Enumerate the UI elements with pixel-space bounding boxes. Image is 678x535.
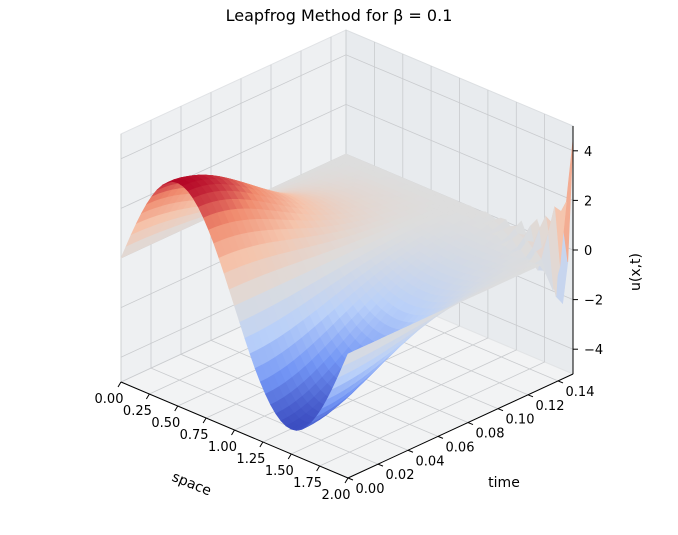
x-tick-label: 0.75 — [180, 428, 209, 443]
z-tick-label: −2 — [584, 294, 603, 309]
x-tick-label: 1.50 — [265, 464, 294, 479]
y-tick-label: 0.06 — [446, 440, 475, 455]
y-axis-line — [347, 373, 574, 479]
gridline-x — [319, 114, 545, 467]
y-tick — [347, 477, 354, 481]
y-tick-label: 0.04 — [416, 454, 445, 469]
y-tick-label: 0.02 — [386, 468, 415, 483]
z-tick-label: 4 — [584, 145, 592, 160]
y-tick — [557, 380, 564, 384]
gridline-z — [120, 54, 574, 160]
x-tick — [287, 453, 292, 460]
gridline-x — [262, 90, 489, 443]
y-tick-label: 0.08 — [476, 427, 505, 442]
surface-patch — [342, 350, 356, 367]
x-tick — [316, 465, 321, 472]
x-tick-label: 0.50 — [151, 416, 180, 431]
x-tick — [231, 429, 235, 436]
y-tick — [407, 449, 414, 453]
x-tick-label: 1.25 — [236, 452, 265, 467]
x-tick-label: 1.75 — [293, 476, 322, 491]
chart-title: Leapfrog Method for β = 0.1 — [226, 6, 453, 25]
z-axis-label: u(x,t) — [628, 253, 644, 291]
x-tick — [344, 477, 349, 484]
z-tick-label: −4 — [584, 343, 603, 358]
y-tick-label: 0.00 — [356, 482, 385, 497]
x-tick-label: 0.25 — [123, 404, 152, 419]
x-tick — [145, 393, 150, 400]
x-tick — [202, 417, 207, 424]
z-tick-label: 0 — [584, 244, 592, 259]
x-axis-label: space — [169, 469, 213, 499]
y-axis-label: time — [488, 475, 520, 491]
y-tick — [497, 408, 504, 412]
axes: 0.000.250.500.751.001.251.501.752.00 0.00… — [95, 126, 603, 503]
gridline-z — [120, 103, 574, 209]
z-tick-label: 2 — [584, 194, 592, 209]
y-tick — [377, 463, 384, 467]
y-tick-label: 0.14 — [566, 385, 595, 400]
x-tick — [259, 441, 264, 448]
x-tick — [117, 381, 122, 388]
x-tick-label: 2.00 — [322, 488, 351, 503]
x-tick-label: 1.00 — [208, 440, 237, 455]
gridline-t — [210, 92, 439, 437]
gridline-x — [291, 102, 517, 455]
y-tick-label: 0.10 — [506, 413, 535, 428]
y-tick — [527, 394, 534, 398]
x-tick — [174, 405, 179, 412]
y-tick-label: 0.12 — [536, 399, 565, 414]
x-tick-label: 0.00 — [95, 392, 124, 407]
y-tick — [437, 435, 444, 439]
y-tick — [467, 422, 474, 425]
surface-plot — [120, 139, 574, 431]
